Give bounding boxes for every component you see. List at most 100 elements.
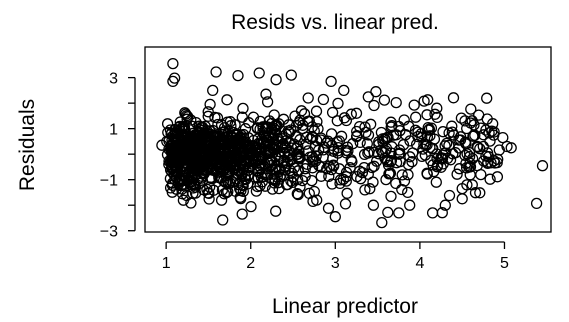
data-point [306, 174, 318, 187]
data-point [235, 192, 247, 205]
data-point [294, 181, 306, 193]
data-point [232, 69, 244, 82]
data-point [278, 154, 290, 166]
data-point [475, 168, 487, 181]
data-point [187, 138, 200, 150]
data-point [366, 161, 378, 174]
data-point [380, 173, 392, 186]
data-point [171, 155, 183, 168]
data-point [203, 193, 215, 205]
data-point [334, 177, 346, 190]
data-point [475, 122, 487, 134]
data-point [156, 139, 168, 151]
x-tick-label: 2 [246, 255, 255, 272]
data-point [489, 157, 501, 169]
chart-title: Resids vs. linear pred. [231, 11, 439, 34]
data-point [486, 125, 498, 137]
data-point [406, 156, 418, 168]
data-point [427, 142, 439, 155]
data-point [270, 74, 282, 86]
data-point [344, 162, 356, 174]
data-point [315, 170, 327, 182]
data-point [393, 207, 405, 219]
data-point [340, 175, 352, 187]
data-point [388, 129, 400, 141]
data-point [410, 111, 422, 123]
data-point [292, 148, 304, 160]
data-point [404, 199, 416, 211]
data-point [311, 194, 323, 206]
plot-frame [144, 46, 552, 233]
data-point [315, 134, 327, 146]
data-point [167, 57, 179, 70]
data-point [243, 149, 255, 162]
data-point [186, 155, 198, 167]
data-point [381, 156, 394, 168]
data-point [464, 157, 476, 169]
data-point [315, 161, 327, 173]
data-point [231, 128, 244, 140]
data-point [177, 194, 190, 206]
data-point [303, 187, 315, 200]
data-point [421, 109, 433, 121]
data-point [484, 173, 496, 185]
data-point [431, 111, 443, 124]
data-point [441, 137, 453, 150]
data-point [291, 173, 304, 186]
data-point [275, 169, 287, 181]
data-point [439, 140, 451, 152]
data-point [288, 162, 300, 174]
data-point [302, 92, 314, 104]
data-point [211, 166, 223, 178]
data-point [370, 86, 382, 98]
data-point [416, 131, 428, 143]
data-point [421, 168, 433, 180]
data-point [359, 184, 371, 196]
data-point [163, 155, 175, 167]
data-point [459, 115, 471, 127]
data-point [237, 102, 249, 115]
data-point [225, 174, 237, 187]
data-point [351, 130, 363, 142]
data-point [380, 142, 393, 155]
data-point [367, 199, 380, 211]
data-point [390, 96, 402, 109]
data-point [188, 163, 201, 175]
data-point [263, 115, 276, 127]
data-point [474, 187, 486, 199]
data-point [225, 131, 238, 143]
data-point [327, 145, 340, 157]
data-point [204, 98, 216, 111]
data-point [446, 120, 458, 132]
data-point [378, 94, 391, 106]
data-point [345, 108, 357, 120]
data-point [365, 118, 377, 130]
data-point [342, 145, 354, 157]
data-point [312, 123, 324, 135]
data-point [439, 199, 451, 211]
data-point [189, 187, 202, 199]
data-point [429, 108, 441, 120]
data-point [467, 130, 479, 142]
data-point [331, 115, 343, 127]
data-point [296, 174, 309, 187]
data-point [364, 183, 376, 195]
data-point [161, 118, 174, 130]
data-point [394, 147, 406, 159]
data-point [390, 177, 402, 190]
data-point [505, 142, 517, 154]
data-point [207, 84, 219, 97]
data-point [255, 171, 268, 183]
data-point [255, 145, 267, 157]
points-layer [156, 57, 549, 229]
data-point [340, 147, 353, 159]
data-point [448, 129, 460, 141]
data-point [338, 84, 350, 97]
data-point [193, 141, 206, 153]
data-point [217, 214, 229, 226]
data-point [221, 94, 233, 106]
data-point [396, 183, 408, 196]
data-point [310, 105, 323, 117]
data-point [166, 177, 179, 189]
